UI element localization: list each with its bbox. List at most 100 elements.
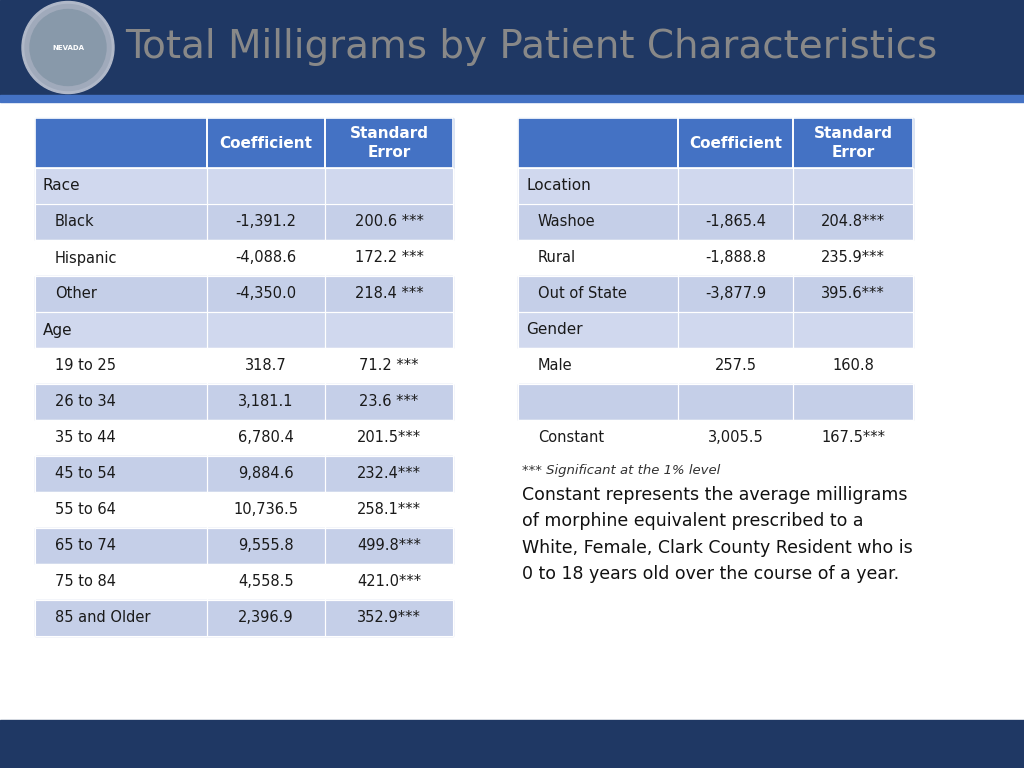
Text: Coefficient: Coefficient	[219, 135, 312, 151]
Bar	[518, 168, 678, 204]
Text: 218.4 ***: 218.4 ***	[354, 286, 423, 302]
Bar	[678, 240, 793, 276]
Bar	[678, 348, 793, 384]
Text: -1,391.2: -1,391.2	[236, 214, 297, 230]
Bar	[207, 168, 325, 204]
Bar	[678, 118, 793, 168]
Bar	[35, 312, 207, 348]
Text: 23.6 ***: 23.6 ***	[359, 395, 419, 409]
Bar	[35, 492, 207, 528]
Bar	[207, 600, 325, 636]
Bar	[325, 564, 453, 600]
Bar	[35, 456, 207, 492]
Bar	[325, 384, 453, 420]
Bar	[793, 118, 913, 168]
Bar	[325, 492, 453, 528]
Bar	[793, 276, 913, 312]
Text: Race: Race	[43, 178, 81, 194]
Bar	[35, 312, 207, 348]
Bar	[207, 384, 325, 420]
Bar	[35, 276, 207, 312]
Circle shape	[25, 5, 111, 91]
Bar	[207, 420, 325, 456]
Bar	[793, 240, 913, 276]
Text: Hispanic: Hispanic	[55, 250, 118, 266]
Bar	[207, 118, 325, 168]
Text: 9,555.8: 9,555.8	[239, 538, 294, 554]
Text: Washoe: Washoe	[538, 214, 596, 230]
Bar	[793, 420, 913, 456]
Text: 235.9***: 235.9***	[821, 250, 885, 266]
Bar	[207, 348, 325, 384]
Bar	[678, 312, 793, 348]
Bar	[325, 600, 453, 636]
Bar	[793, 118, 913, 168]
Bar	[207, 118, 325, 168]
Text: 499.8***: 499.8***	[357, 538, 421, 554]
Bar	[325, 600, 453, 636]
Bar	[207, 312, 325, 348]
Text: Standard
Error: Standard Error	[349, 126, 428, 160]
Bar	[35, 456, 207, 492]
Bar	[35, 384, 207, 420]
Bar	[518, 240, 678, 276]
Text: 35 to 44: 35 to 44	[55, 431, 116, 445]
Text: Gender: Gender	[526, 323, 583, 337]
Bar	[518, 118, 678, 168]
Bar	[793, 384, 913, 420]
Bar	[518, 276, 678, 312]
Bar	[518, 204, 678, 240]
Text: 204.8***: 204.8***	[821, 214, 885, 230]
Text: Location: Location	[526, 178, 591, 194]
Bar	[518, 348, 678, 384]
Bar	[325, 168, 453, 204]
Bar	[518, 384, 678, 420]
Bar	[35, 384, 207, 420]
Text: 318.7: 318.7	[245, 359, 287, 373]
Bar	[325, 118, 453, 168]
Bar	[678, 204, 793, 240]
Bar	[207, 564, 325, 600]
Bar	[35, 168, 207, 204]
Text: -1,888.8: -1,888.8	[705, 250, 766, 266]
Bar	[207, 420, 325, 456]
Text: Constant represents the average milligrams
of morphine equivalent prescribed to : Constant represents the average milligra…	[522, 486, 912, 583]
Bar	[325, 276, 453, 312]
Text: 75 to 84: 75 to 84	[55, 574, 116, 590]
Bar	[35, 204, 207, 240]
Bar	[325, 492, 453, 528]
Bar	[35, 600, 207, 636]
Bar	[207, 204, 325, 240]
Bar	[35, 118, 207, 168]
Bar	[678, 276, 793, 312]
Bar	[793, 312, 913, 348]
Bar	[207, 564, 325, 600]
Text: 19 to 25: 19 to 25	[55, 359, 116, 373]
Text: 172.2 ***: 172.2 ***	[354, 250, 424, 266]
Bar	[35, 168, 207, 204]
Bar	[678, 420, 793, 456]
Bar	[678, 204, 793, 240]
Bar	[35, 492, 207, 528]
Text: 6,780.4: 6,780.4	[238, 431, 294, 445]
Bar	[518, 348, 678, 384]
Bar	[325, 204, 453, 240]
Bar	[793, 384, 913, 420]
Text: -4,350.0: -4,350.0	[236, 286, 297, 302]
Bar	[35, 348, 207, 384]
Bar	[325, 168, 453, 204]
Text: -1,865.4: -1,865.4	[705, 214, 766, 230]
Bar	[0, 0, 1024, 95]
Bar	[793, 348, 913, 384]
Text: 3,005.5: 3,005.5	[708, 431, 763, 445]
Bar	[207, 168, 325, 204]
Text: 352.9***: 352.9***	[357, 611, 421, 625]
Bar	[325, 528, 453, 564]
Circle shape	[22, 2, 114, 94]
Bar	[207, 312, 325, 348]
Bar	[35, 564, 207, 600]
Text: 55 to 64: 55 to 64	[55, 502, 116, 518]
Bar	[518, 240, 678, 276]
Bar	[793, 204, 913, 240]
Text: -3,877.9: -3,877.9	[705, 286, 766, 302]
